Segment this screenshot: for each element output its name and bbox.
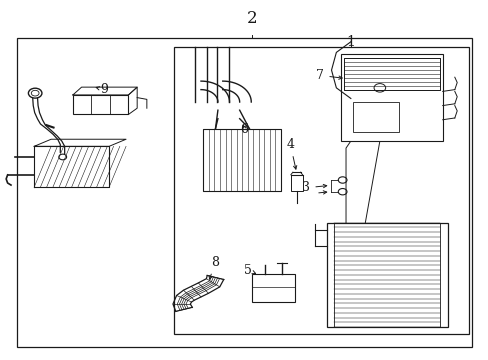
Text: 6: 6 — [240, 123, 248, 136]
Text: 1: 1 — [346, 35, 355, 49]
Bar — [251, 274, 295, 302]
Bar — [203, 129, 280, 191]
Bar — [17, 38, 471, 347]
Text: 2: 2 — [246, 10, 257, 27]
Text: 5: 5 — [244, 264, 255, 277]
Bar — [174, 47, 468, 334]
Bar — [290, 175, 302, 191]
Text: 3: 3 — [302, 181, 326, 194]
Bar — [341, 54, 442, 141]
Bar — [352, 102, 398, 132]
Text: 9: 9 — [96, 83, 108, 96]
Bar — [326, 222, 447, 327]
Bar — [73, 95, 128, 114]
Bar — [343, 58, 439, 90]
Text: 4: 4 — [286, 138, 296, 169]
Text: 8: 8 — [209, 256, 219, 279]
Text: 7: 7 — [316, 69, 342, 82]
